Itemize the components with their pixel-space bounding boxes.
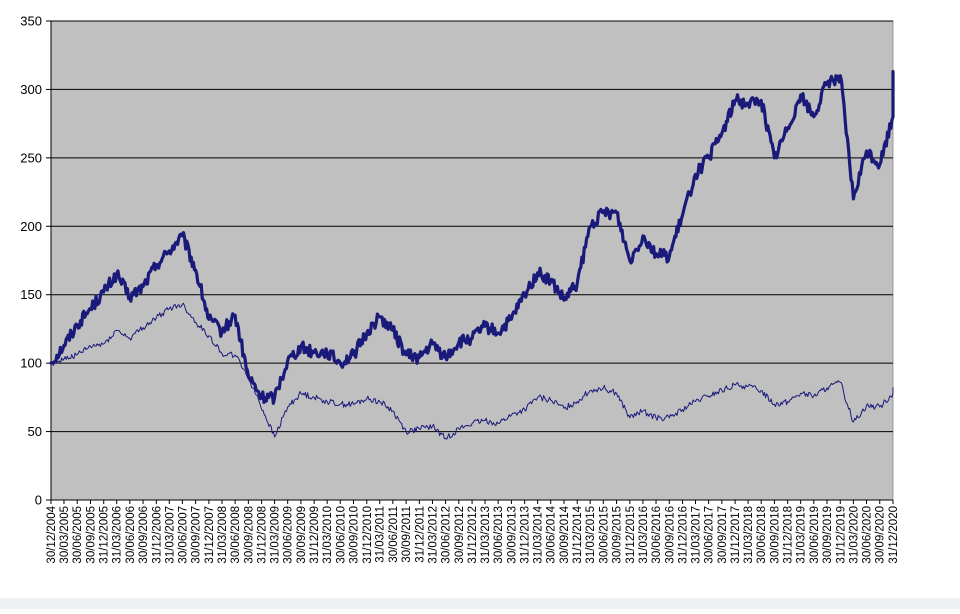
- x-tick-label: 31/12/2006: [151, 506, 163, 564]
- y-tick-label: 100: [20, 356, 42, 371]
- x-tick-label: 30/09/2010: [349, 506, 361, 564]
- x-tick-label: 30/09/2007: [191, 506, 203, 564]
- x-tick-label: 31/12/2013: [520, 506, 532, 564]
- y-tick-label: 50: [28, 424, 42, 439]
- bottom-strip: [0, 598, 960, 609]
- x-tick-label: 30/06/2007: [177, 506, 189, 564]
- x-tick-label: 31/03/2017: [691, 506, 703, 564]
- x-tick-label: 30/09/2014: [559, 505, 571, 563]
- x-tick-label: 31/03/2013: [480, 506, 492, 564]
- x-tick-label: 31/03/2020: [848, 506, 860, 564]
- x-tick-label: 31/12/2019: [835, 506, 847, 564]
- x-tick-label: 30/09/2013: [506, 506, 518, 564]
- x-tick-label: 31/03/2009: [270, 506, 282, 564]
- x-tick-label: 30/06/2009: [283, 506, 295, 564]
- y-tick-label: 150: [20, 287, 42, 302]
- y-tick-label: 250: [20, 150, 42, 165]
- x-tick-label: 31/03/2016: [638, 506, 650, 564]
- x-tick-label: 30/06/2008: [230, 506, 242, 564]
- x-tick-label: 30/06/2017: [704, 506, 716, 564]
- x-tick-label: 31/03/2014: [533, 505, 545, 563]
- x-tick-label: 31/12/2007: [204, 506, 216, 564]
- plot-area: [51, 21, 893, 500]
- x-tick-label: 30/06/2019: [809, 506, 821, 564]
- x-tick-label: 31/12/2005: [99, 506, 111, 564]
- x-tick-label: 30/09/2009: [296, 506, 308, 564]
- x-tick-label: 31/12/2020: [888, 506, 900, 564]
- x-tick-label: 30/09/2011: [401, 506, 413, 563]
- x-tick-label: 30/12/2004: [46, 505, 58, 563]
- x-tick-label: 31/03/2011: [375, 506, 387, 563]
- y-tick-label: 300: [20, 82, 42, 97]
- plot-background: [51, 21, 893, 500]
- x-tick-label: 30/06/2006: [125, 506, 137, 564]
- x-tick-label: 30/09/2019: [822, 506, 834, 564]
- x-tick-label: 30/03/2005: [59, 506, 71, 564]
- x-tick-label: 31/03/2012: [427, 506, 439, 564]
- x-tick-label: 31/12/2011: [414, 506, 426, 563]
- x-tick-label: 31/12/2016: [678, 506, 690, 564]
- y-axis: 0 50 100 150 200 250 300 350: [20, 14, 51, 508]
- x-tick-label: 31/03/2008: [217, 506, 229, 564]
- x-tick-label: 30/09/2012: [454, 506, 466, 564]
- x-tick-label: 30/06/2010: [335, 506, 347, 564]
- x-tick-label: 31/12/2010: [362, 506, 374, 564]
- x-tick-label: 30/06/2020: [861, 506, 873, 564]
- x-tick-label: 30/09/2016: [664, 506, 676, 564]
- x-tick-label: 30/09/2020: [875, 506, 887, 564]
- x-tick-label: 31/03/2019: [796, 506, 808, 564]
- x-tick-label: 30/09/2008: [243, 506, 255, 564]
- x-tick-label: 30/09/2017: [717, 506, 729, 564]
- y-tick-label: 200: [20, 219, 42, 234]
- x-tick-label: 30/06/2018: [756, 506, 768, 564]
- x-tick-label: 31/03/2010: [322, 506, 334, 564]
- x-tick-label: 31/03/2018: [743, 506, 755, 564]
- x-tick-label: 30/06/2016: [651, 506, 663, 564]
- x-tick-label: 30/09/2005: [85, 506, 97, 564]
- x-tick-label: 30/06/2014: [546, 505, 558, 563]
- x-tick-label: 30/06/2011: [388, 506, 400, 563]
- y-tick-label: 350: [20, 14, 42, 29]
- x-tick-label: 31/12/2017: [730, 506, 742, 564]
- x-tick-label: 31/12/2008: [257, 506, 269, 564]
- x-tick-label: 30/09/2006: [138, 506, 150, 564]
- x-tick-label: 31/12/2012: [467, 506, 479, 564]
- y-tick-label: 0: [35, 493, 42, 508]
- x-tick-label: 31/03/2007: [164, 506, 176, 564]
- x-tick-label: 31/12/2014: [572, 505, 584, 563]
- x-tick-label: 30/09/2015: [612, 506, 624, 564]
- x-tick-label: 30/06/2015: [598, 506, 610, 564]
- x-tick-label: 30/09/2018: [769, 506, 781, 564]
- x-tick-label: 31/12/2015: [625, 506, 637, 564]
- x-tick-label: 31/12/2009: [309, 506, 321, 564]
- x-tick-label: 30/06/2013: [493, 506, 505, 564]
- x-tick-label: 30/06/2012: [441, 506, 453, 564]
- x-tick-label: 30/06/2005: [72, 506, 84, 564]
- x-tick-label: 31/03/2006: [112, 506, 124, 564]
- x-tick-label: 31/03/2015: [585, 506, 597, 564]
- x-tick-label: 31/12/2018: [783, 506, 795, 564]
